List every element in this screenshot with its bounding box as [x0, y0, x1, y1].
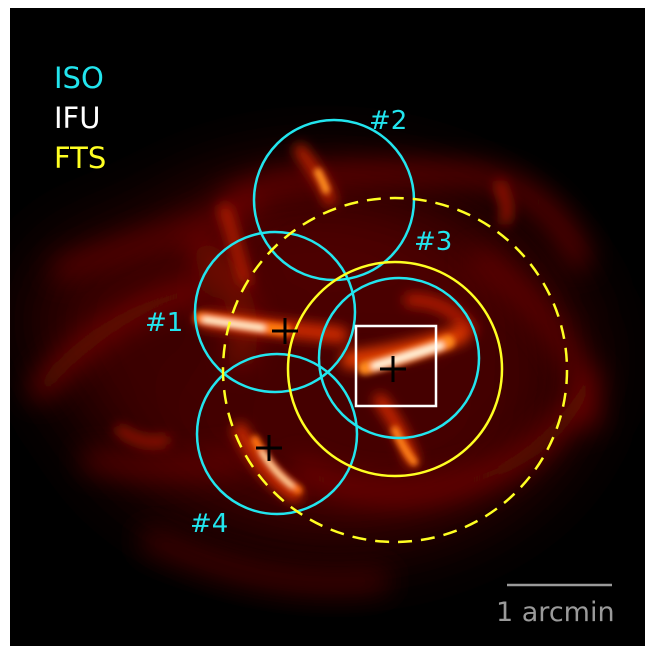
iso-label-2: #2	[369, 106, 407, 136]
iso-label-1: #1	[145, 308, 183, 338]
ifu-field	[354, 324, 438, 408]
legend-fts: FTS	[54, 141, 106, 175]
pointing-markers	[256, 318, 406, 461]
cross-marker	[256, 435, 282, 461]
legend-ifu: IFU	[54, 101, 100, 135]
cross-marker	[380, 356, 406, 382]
scale-bar-label: 1 arcmin	[496, 597, 615, 628]
cross-marker	[272, 318, 298, 344]
fts-footprint-outer	[221, 196, 569, 544]
iso-aperture-4	[195, 352, 359, 516]
iso-aperture-1	[193, 230, 357, 394]
iso-label-3: #3	[414, 227, 452, 257]
iso-label-4: #4	[190, 509, 228, 539]
filaments	[31, 164, 599, 593]
fts-footprint-inner	[286, 260, 504, 478]
hot-cores	[194, 168, 455, 495]
iso-aperture-3	[317, 276, 481, 440]
legend-iso: ISO	[54, 61, 104, 95]
